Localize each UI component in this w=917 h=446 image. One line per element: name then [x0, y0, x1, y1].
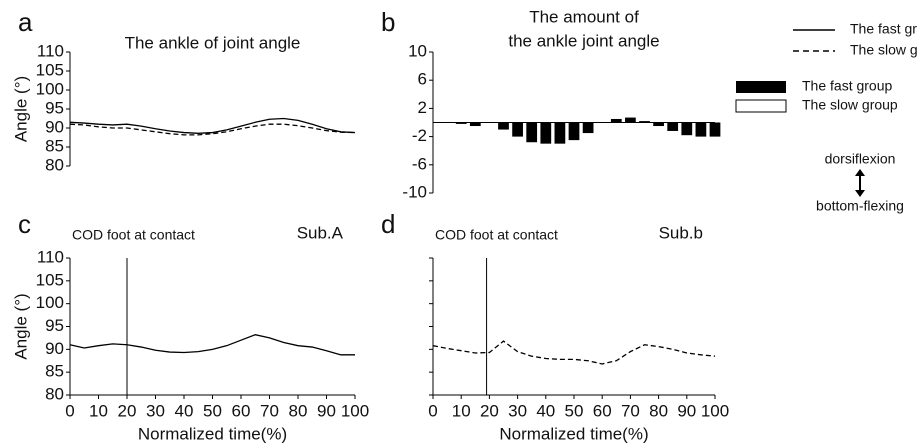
x-tick-label: 100: [701, 401, 729, 420]
x-tick-label: 80: [649, 401, 668, 420]
y-axis-label: Angle (°): [11, 293, 30, 359]
y-axis-label: Angle (°): [11, 76, 30, 142]
x-tick-label: 0: [65, 401, 74, 420]
x-tick-label: 50: [203, 401, 222, 420]
panel-label: c: [18, 209, 31, 239]
x-tick-label: 50: [565, 401, 584, 420]
legend-swatch: [736, 81, 786, 93]
bar: [709, 122, 721, 137]
bar: [469, 122, 481, 127]
bar: [540, 122, 552, 144]
x-tick-label: 80: [289, 401, 308, 420]
x-tick-label: 60: [593, 401, 612, 420]
y-tick-label: 6: [418, 70, 427, 89]
bar: [653, 122, 664, 127]
bar: [582, 122, 594, 134]
x-tick-label: 90: [317, 401, 336, 420]
panel-label: b: [381, 7, 395, 37]
legend-swatch: [735, 99, 787, 113]
legend-label: The fast group: [802, 78, 892, 94]
y-tick-label: 100: [36, 79, 64, 98]
annotation: COD foot at contact: [72, 227, 195, 243]
bar: [639, 121, 650, 123]
y-tick-label: 95: [45, 98, 64, 117]
y-tick-label: 80: [45, 155, 64, 174]
series-line: [69, 117, 356, 134]
y-tick-label: -6: [412, 154, 427, 173]
y-tick-label: 2: [418, 98, 427, 117]
bar: [455, 122, 467, 124]
y-tick-label: 110: [37, 247, 64, 266]
legend-label: The slow group: [802, 97, 898, 113]
x-axis-label: Normalized time(%): [499, 424, 648, 443]
y-tick-label: -2: [412, 126, 427, 145]
x-tick-label: 90: [677, 401, 696, 420]
x-tick-label: 100: [341, 401, 369, 420]
bar: [667, 122, 679, 131]
annotation: COD foot at contact: [435, 227, 558, 243]
series-line: [69, 334, 355, 356]
x-tick-label: 0: [428, 401, 437, 420]
y-tick-label: 90: [45, 339, 64, 358]
x-tick-label: 60: [232, 401, 251, 420]
bar: [568, 122, 580, 141]
subject: Sub.A: [297, 223, 344, 242]
subject: Sub.b: [659, 223, 703, 242]
y-tick-label: 95: [45, 316, 64, 335]
panel-label: d: [381, 209, 395, 239]
y-tick-label: -10: [402, 182, 427, 201]
legend-label: The fast group: [850, 21, 917, 37]
chart-title: The ankle of joint angle: [125, 33, 301, 52]
bar: [681, 122, 693, 136]
bar: [625, 117, 636, 123]
y-tick-label: 105: [36, 60, 64, 79]
bar: [526, 122, 538, 143]
x-tick-label: 20: [480, 401, 499, 420]
y-tick-label: 85: [45, 136, 64, 155]
x-tick-label: 70: [621, 401, 640, 420]
x-tick-label: 10: [452, 401, 471, 420]
bar: [554, 122, 566, 144]
chart-title: the ankle joint angle: [508, 31, 659, 50]
x-tick-label: 40: [536, 401, 555, 420]
x-tick-label: 30: [146, 401, 165, 420]
y-tick-label: 80: [45, 384, 64, 403]
bar: [695, 122, 707, 137]
arrow-head: [855, 169, 865, 197]
series-line: [69, 123, 356, 136]
legend: The fast group The slow group The fast g…: [735, 21, 917, 214]
y-tick-label: 100: [36, 293, 64, 312]
y-tick-label: 110: [37, 41, 64, 60]
y-tick-label: 105: [36, 270, 64, 289]
x-tick-label: 30: [508, 401, 527, 420]
direction-bottom: bottom-flexing: [816, 198, 904, 214]
x-tick-label: 70: [260, 401, 279, 420]
panel-label: a: [18, 7, 33, 37]
bar: [512, 122, 523, 137]
x-tick-label: 10: [89, 401, 108, 420]
legend-label: The slow group: [850, 42, 917, 58]
x-tick-label: 20: [118, 401, 137, 420]
series-line: [432, 340, 716, 365]
chart-title: The amount of: [529, 7, 639, 26]
x-axis-label: Normalized time(%): [138, 424, 287, 443]
x-tick-label: 40: [175, 401, 194, 420]
y-tick-label: 90: [45, 117, 64, 136]
bar: [610, 118, 622, 123]
y-tick-label: 85: [45, 362, 64, 381]
direction-top: dorsiflexion: [825, 151, 896, 167]
y-tick-label: 10: [408, 41, 427, 60]
bar: [498, 122, 509, 130]
